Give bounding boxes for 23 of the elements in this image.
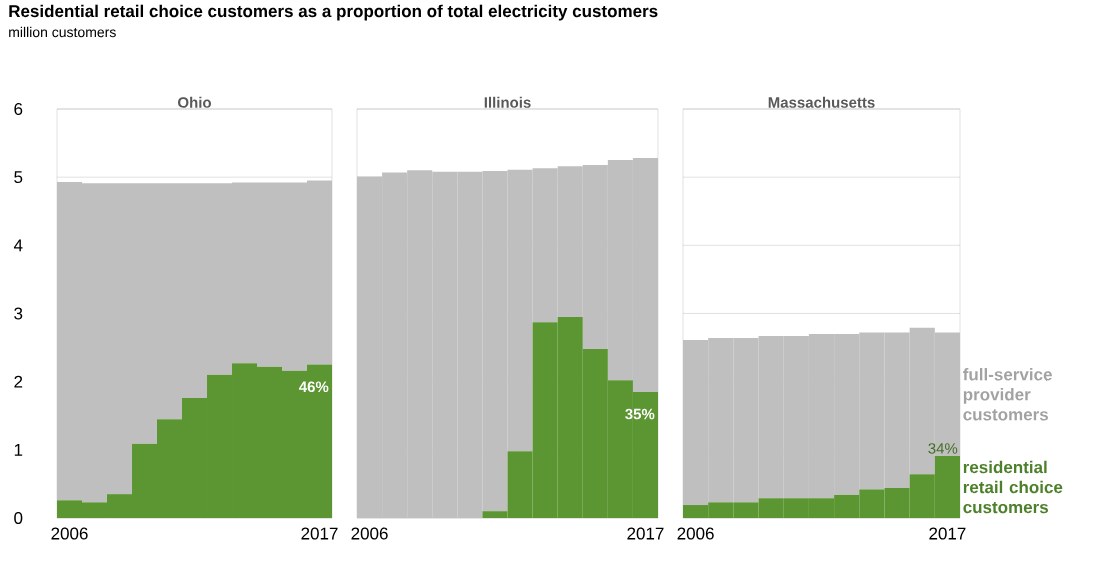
y-tick-label: 1 <box>14 443 23 456</box>
y-tick-label: 0 <box>14 511 23 525</box>
y-tick-label: 4 <box>13 239 23 252</box>
series-label: residential retail choice customers <box>963 460 1063 514</box>
y-tick-label: 6 <box>14 102 23 116</box>
annotation: 46% <box>299 381 329 393</box>
x-tick-label: 2006 <box>351 527 388 540</box>
y-tick-label: 3 <box>14 307 23 320</box>
x-tick-label: 2017 <box>301 527 338 540</box>
x-tick-label: 2006 <box>51 527 88 540</box>
series-label: full-service provider customers <box>963 368 1052 421</box>
chart-title: Residential retail choice customers as a proportion of total electricity customers <box>9 4 658 21</box>
x-tick-label: 2006 <box>677 527 714 540</box>
y-tick-label: 2 <box>14 375 23 388</box>
annotation: 34% <box>928 443 958 454</box>
x-tick-label: 2017 <box>929 527 966 540</box>
x-tick-label: 2017 <box>627 527 664 540</box>
chart-subtitle: Ohio <box>178 96 212 108</box>
annotation: 35% <box>625 408 655 420</box>
chart-subtitle: Massachusetts <box>768 96 875 108</box>
y-axis-title: million customers <box>9 26 116 38</box>
y-tick-label: 5 <box>14 171 23 184</box>
chart-subtitle: Illinois <box>484 96 531 108</box>
